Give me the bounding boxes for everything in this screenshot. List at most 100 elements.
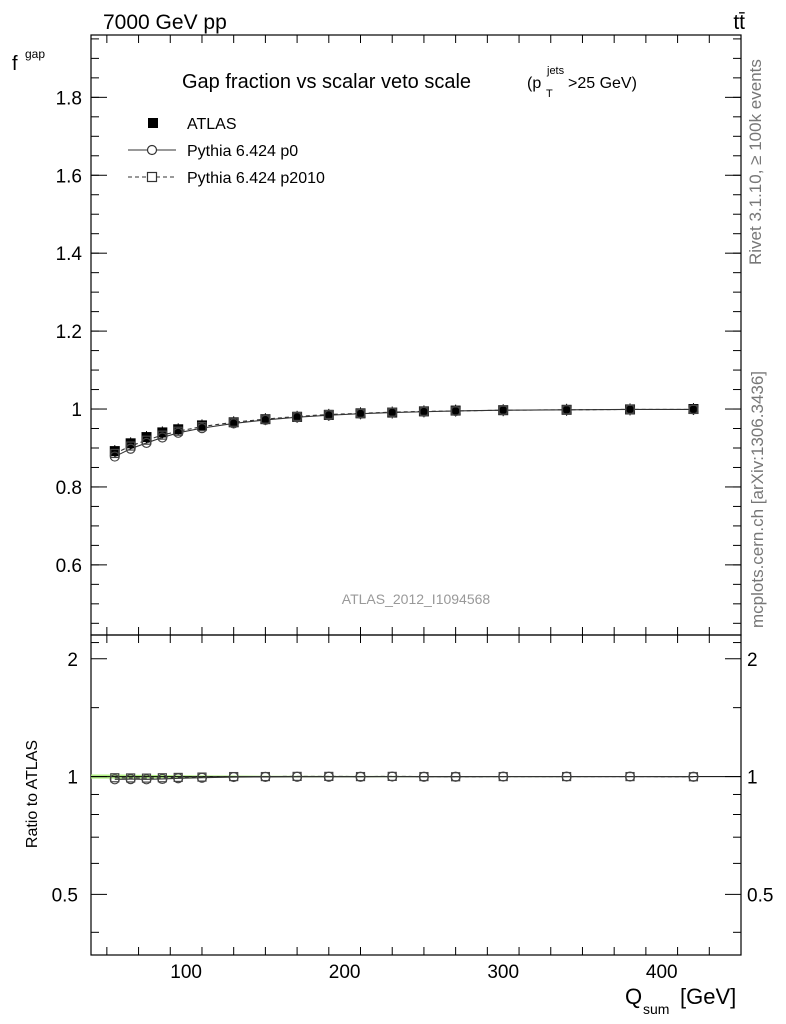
ratio-ytick-label-left: 1 xyxy=(67,768,78,789)
ratio-pythia-p2010-point xyxy=(173,772,183,783)
pythia-p2010-point xyxy=(688,404,699,415)
pythia-p2010-point xyxy=(197,421,207,432)
atlas-point xyxy=(323,409,334,420)
atlas-point xyxy=(141,432,152,443)
main-ytick-label: 0.8 xyxy=(56,478,82,499)
header-right: tt̄ xyxy=(733,11,745,34)
atlas-point xyxy=(450,405,461,416)
atlas-point xyxy=(109,446,120,457)
ratio-ytick-label-right: 2 xyxy=(747,650,758,671)
ratio-pythia-p2010-point xyxy=(110,773,120,783)
ratio-pythia-p2010-point xyxy=(292,771,302,781)
ratio-pythia-p2010-point xyxy=(157,773,167,783)
ratio-line-pythia-p2010 xyxy=(114,775,694,779)
x-tick-label: 400 xyxy=(646,962,678,983)
title-cut-subscript: T xyxy=(546,88,553,100)
title-cut-superscript: jets xyxy=(546,65,565,77)
atlas-point xyxy=(228,417,239,428)
atlas-point xyxy=(173,424,184,435)
ratio-pythia-p2010-point xyxy=(419,771,429,782)
header-left: 7000 GeV pp xyxy=(103,11,227,34)
atlas-point xyxy=(688,404,699,415)
atlas-point xyxy=(561,404,572,415)
pythia-p2010-point xyxy=(229,417,239,427)
main-line-pythia-p0 xyxy=(114,408,694,458)
ratio-pythia-p2010-point xyxy=(197,772,207,782)
pythia-p2010-point xyxy=(355,408,366,418)
legend-item-atlas: ATLAS xyxy=(148,116,237,133)
legend-item-pythia-p0: Pythia 6.424 p0 xyxy=(128,143,298,160)
atlas-point xyxy=(292,411,303,422)
ratio-panel: Ratio to ATLAS Q sum [GeV] 0.5 0.5 1 1 2 2 100… xyxy=(24,634,773,1017)
pythia-p2010-point xyxy=(141,435,152,445)
pythia-p2010-point xyxy=(157,430,167,440)
pythia-p2010-point xyxy=(126,441,136,451)
atlas-point xyxy=(260,414,271,425)
legend-item-pythia-p2010: Pythia 6.424 p2010 xyxy=(128,170,325,187)
pythia-p2010-point xyxy=(498,405,508,415)
main-line-pythia-p2010 xyxy=(114,408,694,454)
atlas-point xyxy=(196,420,207,431)
ratio-pythia-p2010-point xyxy=(498,771,508,782)
ratio-ytick-label-right: 0.5 xyxy=(747,885,773,906)
main-ytick-label: 1.6 xyxy=(56,166,82,187)
rivet-version-label: Rivet 3.1.10, ≥ 100k events xyxy=(746,59,765,265)
legend-marker-pythia-p0 xyxy=(146,144,158,156)
atlas-point xyxy=(498,405,509,416)
ratio-pythia-p2010-point xyxy=(141,773,152,783)
analysis-watermark: ATLAS_2012_I1094568 xyxy=(342,591,491,607)
ratio-pythia-p2010-point xyxy=(229,771,239,782)
pythia-p2010-point xyxy=(324,409,334,420)
ratio-pythia-p2010-point xyxy=(260,771,270,782)
main-ytick-label: 1.8 xyxy=(56,88,82,109)
ratio-ytick-label-left: 2 xyxy=(67,650,78,671)
ratio-frame xyxy=(90,634,742,956)
pythia-p2010-point xyxy=(260,414,270,424)
main-panel: Gap fraction vs scalar veto scale (p jet… xyxy=(12,34,742,636)
atlas-point xyxy=(625,404,636,415)
ratio-pythia-p2010-point xyxy=(126,773,136,783)
ratio-pythia-p2010-point xyxy=(324,771,334,781)
main-ytick-label: 1.4 xyxy=(56,244,83,265)
main-ylabel-sub: gap xyxy=(25,47,45,61)
pythia-p2010-point xyxy=(625,404,635,415)
atlas-point xyxy=(355,408,366,419)
ratio-ytick-label-left: 0.5 xyxy=(52,885,78,906)
pythia-p2010-point xyxy=(419,406,429,416)
legend-marker-pythia-p2010 xyxy=(146,171,158,183)
ratio-pythia-p2010-point xyxy=(625,771,635,782)
main-ytick-label: 0.6 xyxy=(56,556,82,577)
atlas-point xyxy=(418,406,429,417)
x-axis-label-sub: sum xyxy=(643,1001,669,1017)
pythia-p2010-point xyxy=(173,426,183,436)
main-title: Gap fraction vs scalar veto scale xyxy=(182,71,471,93)
mcplots-label: mcplots.cern.ch [arXiv:1306.3436] xyxy=(748,371,767,628)
ratio-pythia-p2010-point xyxy=(451,772,461,782)
legend-label-pythia-p0: Pythia 6.424 p0 xyxy=(187,143,298,160)
title-cut: (p jets T >25 GeV) xyxy=(527,65,637,100)
ratio-pythia-p2010-point xyxy=(562,771,572,782)
ratio-pythia-p2010-point xyxy=(688,772,699,782)
x-tick-label: 100 xyxy=(170,962,202,983)
x-axis-label-main: Q xyxy=(625,984,642,1009)
x-axis-label-unit: [GeV] xyxy=(680,984,736,1009)
main-ytick-label: 1.2 xyxy=(56,322,82,343)
x-tick-label: 300 xyxy=(487,962,519,983)
pythia-p2010-point xyxy=(387,407,397,417)
atlas-point xyxy=(387,407,398,418)
main-ytick-label: 1 xyxy=(71,400,82,421)
pythia-p2010-point xyxy=(292,411,302,422)
pythia-p2010-point xyxy=(451,406,461,416)
x-tick-label: 200 xyxy=(329,962,361,983)
ratio-ylabel: Ratio to ATLAS xyxy=(24,740,41,848)
ratio-pythia-p2010-point xyxy=(355,771,366,782)
main-ylabel: f xyxy=(12,53,18,75)
title-cut-prefix: (p xyxy=(527,75,541,92)
pythia-p2010-point xyxy=(110,448,120,459)
pythia-p2010-point xyxy=(562,405,572,415)
atlas-point xyxy=(125,438,136,449)
title-cut-suffix: >25 GeV) xyxy=(568,75,637,92)
legend: ATLAS Pythia 6.424 p0 Pythia 6.424 p2010 xyxy=(128,116,325,187)
ratio-pythia-p2010-point xyxy=(387,771,397,781)
